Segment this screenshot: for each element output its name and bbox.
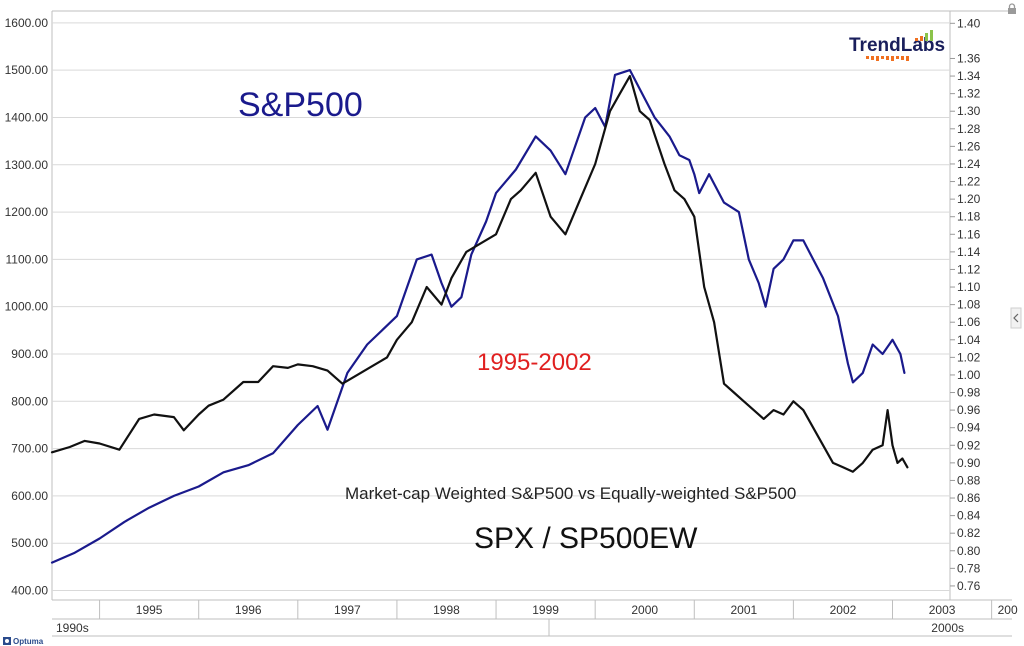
- y-left-tick-label: 1500.00: [5, 63, 49, 77]
- y-right-tick-label: 0.80: [957, 544, 981, 558]
- logo-bar: [886, 56, 889, 60]
- y-axis-left: 400.00 500.00 600.00 700.00 800.00 900.00 1000…: [5, 16, 49, 598]
- y-right-tick-label: 1.14: [957, 245, 981, 259]
- decade-label: 2000s: [931, 621, 964, 635]
- logo: TrendLabs: [849, 30, 945, 61]
- y-right-tick-label: 1.32: [957, 87, 981, 101]
- y-right-tick-label: 1.34: [957, 69, 981, 83]
- y-right-tick-label: 1.24: [957, 157, 981, 171]
- lock-icon[interactable]: [1008, 3, 1016, 14]
- decade-axis: 1990s 2000s: [56, 621, 964, 635]
- y-right-tick-label: 1.06: [957, 315, 981, 329]
- chevron-left-icon: [1013, 313, 1019, 323]
- overlay-range: 1995-2002: [477, 349, 592, 376]
- collapse-panel-button[interactable]: [1010, 307, 1022, 329]
- x-tick-label: 1996: [235, 603, 262, 617]
- x-axis: 1995 1996 1997 1998 1999 2000 2001 2002 2003 200: [99, 600, 1018, 619]
- y-right-tick-label: 0.78: [957, 561, 981, 575]
- series-line-spx: [50, 69, 906, 564]
- x-tick-label: 1998: [433, 603, 460, 617]
- y-right-tick-label: 0.94: [957, 421, 981, 435]
- y-right-tick-label: 1.12: [957, 262, 981, 276]
- footer-brand-text: Optuma: [13, 637, 44, 646]
- x-tick-label: 2000: [631, 603, 658, 617]
- y-right-tick-label: 1.16: [957, 227, 981, 241]
- logo-bar: [901, 56, 904, 60]
- logo-bar: [876, 56, 879, 61]
- y-right-tick-label: 0.84: [957, 509, 981, 523]
- plot-frame: [51, 10, 1012, 637]
- logo-bars-reflection-icon: [866, 56, 909, 61]
- y-left-tick-label: 600.00: [11, 489, 48, 503]
- footer-brand: Optuma: [3, 637, 44, 646]
- y-left-tick-label: 500.00: [11, 536, 48, 550]
- y-right-tick-label: 0.90: [957, 456, 981, 470]
- logo-bar: [891, 56, 894, 61]
- optuma-logo-icon: [3, 637, 11, 645]
- y-axis-right: 0.76 0.78 0.80 0.82 0.84 0.86 0.88 0.90 0.92 0.94…: [950, 16, 981, 593]
- overlay-subtitle: Market-cap Weighted S&P500 vs Equally-we…: [345, 484, 796, 503]
- x-tick-label: 1997: [334, 603, 361, 617]
- logo-bar: [871, 56, 874, 60]
- logo-bar: [906, 56, 909, 61]
- y-left-tick-label: 800.00: [11, 394, 48, 408]
- y-right-tick-label: 1.26: [957, 139, 981, 153]
- logo-bar: [930, 30, 933, 41]
- y-right-tick-label: 1.04: [957, 333, 981, 347]
- y-left-tick-label: 1400.00: [5, 110, 49, 124]
- y-left-tick-label: 900.00: [11, 347, 48, 361]
- y-right-tick-label: 0.76: [957, 579, 981, 593]
- y-right-tick-label: 1.20: [957, 192, 981, 206]
- y-right-tick-label: 0.92: [957, 438, 981, 452]
- logo-bars-icon: [915, 30, 933, 41]
- y-right-tick-label: 0.96: [957, 403, 981, 417]
- y-right-tick-label: 1.10: [957, 280, 981, 294]
- logo-bar: [915, 38, 918, 41]
- y-left-tick-label: 1100.00: [6, 252, 49, 266]
- y-right-tick-label: 0.98: [957, 386, 981, 400]
- y-right-tick-label: 1.30: [957, 104, 981, 118]
- logo-bar: [920, 36, 923, 41]
- logo-bar: [925, 33, 928, 41]
- y-right-tick-label: 1.08: [957, 298, 981, 312]
- series-lines: [50, 69, 909, 564]
- y-left-tick-label: 700.00: [11, 442, 48, 456]
- y-right-tick-label: 0.88: [957, 473, 981, 487]
- y-left-tick-label: 1600.00: [5, 16, 49, 30]
- y-right-tick-label: 1.18: [957, 210, 981, 224]
- y-left-tick-label: 1200.00: [5, 205, 49, 219]
- overlay-ratio: SPX / SP500EW: [474, 522, 698, 555]
- overlay-title: S&P500: [238, 86, 363, 124]
- y-right-tick-label: 0.86: [957, 491, 981, 505]
- x-tick-label: 1999: [532, 603, 559, 617]
- y-right-tick-label: 1.22: [957, 175, 981, 189]
- decade-label: 1990s: [56, 621, 89, 635]
- y-left-tick-label: 1300.00: [5, 158, 49, 172]
- logo-bar: [896, 56, 899, 59]
- gridlines: [52, 22, 950, 592]
- y-right-tick-label: 1.02: [957, 350, 981, 364]
- x-tick-label: 2002: [830, 603, 857, 617]
- y-right-tick-label: 0.82: [957, 526, 981, 540]
- y-right-tick-label: 1.00: [957, 368, 981, 382]
- x-tick-label: 2001: [730, 603, 757, 617]
- series-line-ratio: [50, 75, 909, 473]
- logo-bar: [881, 56, 884, 59]
- x-tick-label: 1995: [136, 603, 163, 617]
- x-tick-label: 200: [998, 603, 1018, 617]
- y-left-tick-label: 1000.00: [5, 300, 49, 314]
- logo-bar: [866, 56, 869, 59]
- y-right-tick-label: 1.36: [957, 51, 981, 65]
- y-right-tick-label: 1.28: [957, 122, 981, 136]
- y-right-tick-label: 1.40: [957, 16, 981, 30]
- x-tick-label: 2003: [929, 603, 956, 617]
- y-left-tick-label: 400.00: [11, 584, 48, 598]
